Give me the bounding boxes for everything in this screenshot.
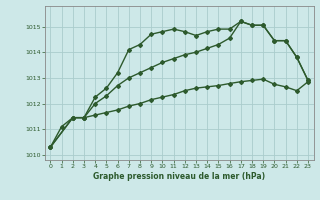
X-axis label: Graphe pression niveau de la mer (hPa): Graphe pression niveau de la mer (hPa) — [93, 172, 265, 181]
